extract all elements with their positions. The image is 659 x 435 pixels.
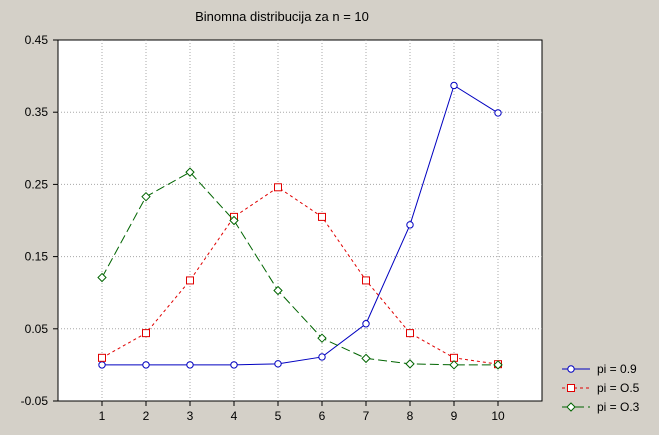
data-point xyxy=(493,360,503,370)
x-tick-label: 9 xyxy=(451,409,458,423)
data-point xyxy=(141,191,151,202)
data-point xyxy=(361,353,371,364)
data-point xyxy=(142,329,150,338)
data-point xyxy=(318,353,326,361)
data-point xyxy=(186,276,194,285)
data-point xyxy=(449,360,459,370)
data-point xyxy=(185,167,195,177)
data-point xyxy=(97,272,107,283)
data-point xyxy=(362,276,370,285)
data-point xyxy=(274,183,282,192)
x-tick-label: 4 xyxy=(231,409,238,423)
series-line xyxy=(102,84,499,366)
legend-label: pi = 0.9 xyxy=(597,362,637,376)
x-tick-label: 3 xyxy=(187,409,194,423)
data-point xyxy=(450,81,458,90)
axes: 1 2 3 4 5 6 7 8 9 10 -0.05 0.05 0.15 0.25 0.35 0.45 xyxy=(21,33,505,423)
y-tick-label: 0.15 xyxy=(25,250,49,264)
x-tick-label: 2 xyxy=(143,409,150,423)
legend: pi = 0.9 pi = O.5 pi = O.3 xyxy=(562,362,640,414)
y-tick-label: 0.25 xyxy=(25,177,49,191)
data-point xyxy=(317,333,327,343)
x-tick-label: 7 xyxy=(363,409,370,423)
y-tick-label: 0.45 xyxy=(25,33,49,47)
series-3 xyxy=(97,167,503,370)
data-point xyxy=(229,215,239,226)
data-point xyxy=(98,353,106,362)
x-tick-label: 10 xyxy=(491,409,505,423)
legend-label: pi = O.3 xyxy=(597,400,640,414)
data-point xyxy=(405,359,415,369)
data-point xyxy=(406,329,414,338)
chart-title: Binomna distribucija za n = 10 xyxy=(195,9,369,24)
legend-entry: pi = 0.9 xyxy=(562,362,637,376)
legend-marker xyxy=(567,384,575,392)
data-point xyxy=(273,285,283,296)
legend-entry: pi = O.3 xyxy=(562,400,640,414)
data-point xyxy=(142,361,150,369)
plot-area xyxy=(57,39,543,402)
series-line xyxy=(101,186,499,365)
x-tick-label: 8 xyxy=(407,409,414,423)
data-point xyxy=(230,361,238,369)
series-line xyxy=(101,171,499,366)
x-tick-label: 6 xyxy=(319,409,326,423)
data-point xyxy=(362,320,370,328)
y-tick-label: 0.05 xyxy=(25,322,49,336)
x-tick-label: 5 xyxy=(275,409,282,423)
y-tick-label: 0.35 xyxy=(25,105,49,119)
data-point xyxy=(406,221,414,229)
series-layer xyxy=(97,81,503,370)
legend-marker xyxy=(566,402,576,412)
x-tick-label: 1 xyxy=(99,409,106,423)
legend-label: pi = O.5 xyxy=(597,381,640,395)
data-point xyxy=(186,361,194,369)
y-tick-label: -0.05 xyxy=(21,394,49,408)
legend-marker xyxy=(567,365,575,373)
series-1 xyxy=(98,81,502,369)
data-point xyxy=(494,109,502,117)
data-point xyxy=(274,360,282,368)
legend-entry: pi = O.5 xyxy=(562,381,640,395)
data-point xyxy=(98,361,106,369)
data-point xyxy=(318,212,326,221)
